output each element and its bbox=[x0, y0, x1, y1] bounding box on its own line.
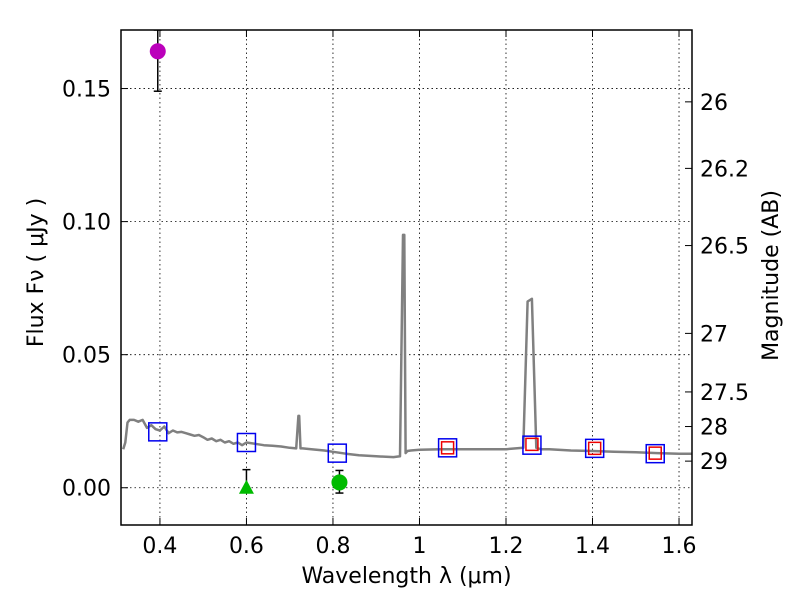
y2-tick-label: 29 bbox=[700, 450, 728, 475]
x-tick-label: 1.2 bbox=[488, 534, 523, 559]
y-tick-label: 0.10 bbox=[62, 211, 111, 236]
spectrum-line bbox=[122, 233, 692, 459]
plot-area bbox=[122, 30, 692, 494]
y-tick-label: 0.15 bbox=[62, 78, 111, 103]
y2-tick-label: 27 bbox=[700, 322, 728, 347]
data-point-square bbox=[648, 446, 662, 460]
grid bbox=[121, 30, 692, 525]
data-point-triangle bbox=[238, 479, 254, 494]
data-point-square bbox=[437, 438, 458, 458]
data-point-square bbox=[587, 441, 602, 456]
data-point-square bbox=[584, 438, 605, 459]
data-point-circle bbox=[149, 43, 166, 60]
y2-tick-label: 27.5 bbox=[700, 381, 749, 406]
y2-tick-label: 26 bbox=[700, 91, 728, 116]
y2-tick-label: 26.5 bbox=[700, 235, 749, 260]
plot-clip bbox=[122, 30, 692, 494]
y2-tick-label: 26.2 bbox=[700, 157, 749, 182]
data-point-circle bbox=[331, 474, 348, 491]
ticks: 0.4 0.6 0.8 1 1.2 1.4 1.6 0.00 0.05 0.10 0.15 26 26.… bbox=[62, 30, 749, 559]
x-axis-label: Wavelength λ (μm) bbox=[301, 564, 511, 589]
axes-frame bbox=[120, 29, 693, 526]
data-point-square bbox=[645, 443, 665, 464]
x-tick-label: 0.4 bbox=[142, 534, 177, 559]
data-point-square bbox=[236, 432, 257, 453]
data-point-square bbox=[327, 443, 348, 463]
y-tick-label: 0.00 bbox=[62, 477, 111, 502]
x-tick-label: 1 bbox=[412, 534, 426, 559]
y2-tick-label: 28 bbox=[700, 416, 728, 441]
x-tick-label: 0.6 bbox=[229, 534, 264, 559]
x-tick-label: 1.6 bbox=[662, 534, 697, 559]
x-tick-label: 0.8 bbox=[315, 534, 350, 559]
y2-axis-label: Magnitude (AB) bbox=[759, 190, 784, 361]
data-point-square bbox=[522, 435, 542, 455]
x-tick-label: 1.4 bbox=[575, 534, 610, 559]
data-point-square bbox=[440, 441, 455, 455]
y-tick-label: 0.05 bbox=[62, 344, 111, 369]
data-point-square bbox=[525, 437, 539, 452]
y-axis-label: Flux Fν ( μJy ) bbox=[24, 198, 49, 347]
data-point-square bbox=[148, 422, 168, 442]
